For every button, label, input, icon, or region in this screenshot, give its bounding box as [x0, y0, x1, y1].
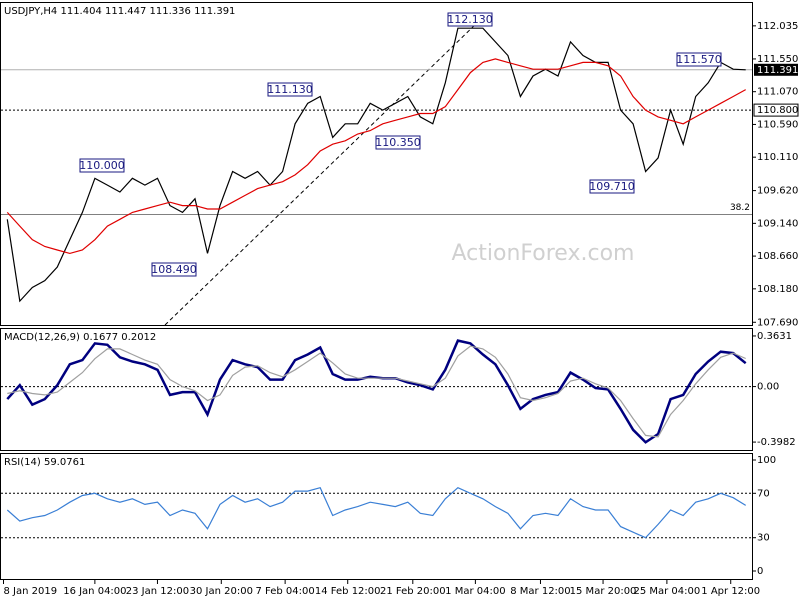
y-tick-label: 112.035 — [757, 21, 798, 32]
x-tick-label: 30 Jan 20:00 — [190, 586, 253, 597]
annotation: 111.570 — [676, 53, 722, 66]
y-tick-label: 0 — [757, 566, 763, 577]
y-tick-label: 70 — [757, 488, 770, 499]
rsi-pane — [0, 453, 753, 580]
annotation: 108.490 — [151, 263, 197, 276]
x-tick-label: 23 Jan 12:00 — [126, 586, 189, 597]
y-tick-label: 110.590 — [757, 119, 798, 130]
fib-label: 38.2 — [730, 203, 750, 213]
y-tick-label: 30 — [757, 533, 770, 544]
annotation-box — [589, 179, 635, 194]
x-tick-label: 8 Jan 2019 — [4, 586, 58, 597]
annotation-box — [447, 12, 493, 27]
x-tick-label: 1 Apr 12:00 — [701, 586, 760, 597]
x-tick-label: 1 Mar 04:00 — [445, 586, 505, 597]
level-label-box — [753, 103, 799, 117]
series-line — [6, 486, 747, 539]
x-tick-label: 8 Mar 12:00 — [510, 586, 570, 597]
series-line — [6, 58, 746, 255]
annotation-box — [79, 158, 125, 173]
y-tick-label: 108.180 — [757, 284, 798, 295]
annotation-box — [375, 135, 421, 150]
chart-title: USDJPY,H4 111.404 111.447 111.336 111.39… — [4, 6, 235, 17]
macd-title: MACD(12,26,9) 0.1677 0.2012 — [4, 332, 156, 343]
annotation: 109.710 — [589, 180, 635, 193]
annotation-box — [151, 262, 197, 277]
last-price-box — [754, 63, 798, 76]
x-tick-label: 7 Feb 04:00 — [256, 586, 315, 597]
series-line — [7, 345, 746, 438]
y-tick-label: 0.00 — [757, 382, 779, 393]
y-tick-label: 107.690 — [757, 317, 798, 328]
series-line — [6, 27, 746, 303]
y-tick-label: 0.3631 — [757, 331, 792, 342]
y-tick-label: 111.070 — [757, 87, 798, 98]
annotation: 111.130 — [267, 83, 313, 96]
y-tick-label: 108.660 — [757, 251, 798, 262]
rsi-title: RSI(14) 59.0761 — [4, 457, 85, 468]
watermark: ActionForex.com — [452, 241, 635, 266]
y-tick-label: 110.110 — [757, 152, 798, 163]
annotation: 112.130 — [447, 13, 493, 26]
annotation: 110.000 — [79, 159, 125, 172]
x-tick-label: 16 Jan 04:00 — [63, 586, 126, 597]
x-tick-label: 21 Feb 20:00 — [380, 586, 446, 597]
annotation-box — [267, 82, 313, 97]
y-tick-label: 109.140 — [757, 218, 798, 229]
x-tick-label: 25 Mar 04:00 — [633, 586, 700, 597]
x-tick-label: 15 Mar 20:00 — [570, 586, 637, 597]
macd-pane — [0, 328, 753, 451]
last-price-label: 111.391 — [757, 65, 798, 76]
y-tick-label: 100 — [757, 455, 776, 466]
x-tick-label: 14 Feb 12:00 — [315, 586, 381, 597]
annotation: 110.350 — [375, 136, 421, 149]
level-label: 110.800 — [757, 105, 798, 116]
price-pane — [0, 2, 753, 326]
annotation-box — [676, 52, 722, 67]
trend-line — [164, 19, 481, 326]
y-tick-label: 111.550 — [757, 54, 798, 65]
series-line — [6, 339, 747, 444]
y-tick-label: 109.620 — [757, 186, 798, 197]
y-tick-label: -0.3982 — [757, 437, 796, 448]
